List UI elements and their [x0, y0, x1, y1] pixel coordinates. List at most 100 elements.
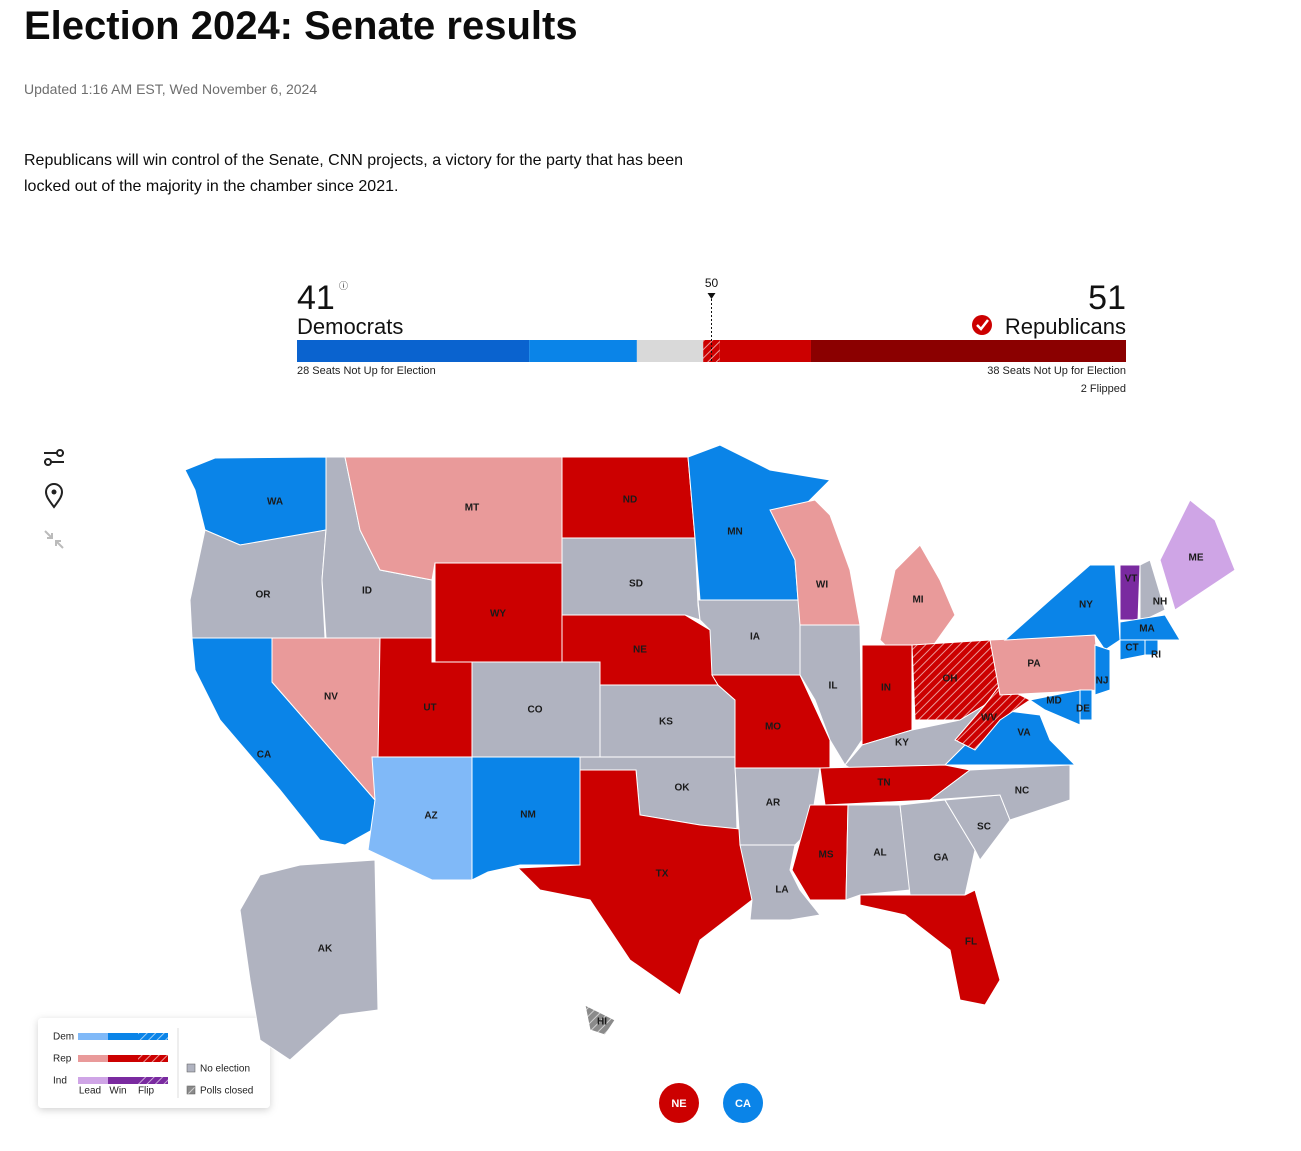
- legend-swatch: [186, 1063, 196, 1073]
- legend: Dem Rep Ind Lead Win Flip No election Polls clo…: [38, 1018, 270, 1108]
- legend-swatch: [108, 1033, 138, 1040]
- state[interactable]: [845, 804, 911, 901]
- state-label: UT: [423, 703, 436, 714]
- district-bubble[interactable]: [723, 1083, 763, 1123]
- page-title: Election 2024: Senate results: [24, 4, 578, 48]
- state[interactable]: [584, 1004, 616, 1036]
- state-label: MO: [765, 722, 781, 733]
- us-map: [184, 444, 1236, 1061]
- seat-segment: [529, 340, 637, 362]
- state-label: OH: [943, 674, 958, 685]
- state[interactable]: [516, 769, 753, 996]
- state[interactable]: [799, 624, 863, 766]
- state[interactable]: [1119, 614, 1181, 641]
- state-label: AK: [318, 944, 333, 955]
- state-label: IL: [829, 681, 838, 692]
- legend-swatch: [186, 1085, 196, 1095]
- state-label: SD: [629, 579, 643, 590]
- state[interactable]: [791, 804, 849, 901]
- state-label: CT: [1125, 643, 1138, 654]
- legend-swatch: [78, 1033, 108, 1040]
- state[interactable]: [1094, 644, 1111, 696]
- state-label: IN: [881, 683, 891, 694]
- state-label: ID: [362, 586, 372, 597]
- state[interactable]: [1139, 559, 1166, 623]
- info-icon: ⓘ: [339, 281, 348, 291]
- state[interactable]: [1159, 499, 1236, 611]
- dem-label: Democrats: [297, 314, 403, 339]
- state-label: CA: [257, 750, 271, 761]
- legend-swatch: [78, 1077, 108, 1084]
- state-label: NC: [1015, 786, 1029, 797]
- updated-time: Updated 1:16 AM EST, Wed November 6, 202…: [24, 81, 318, 97]
- state-label: MN: [727, 527, 743, 538]
- state-label: GA: [934, 853, 949, 864]
- legend-swatch: [138, 1033, 168, 1040]
- state-label: WI: [816, 580, 828, 591]
- legend-swatch: [78, 1055, 108, 1062]
- state[interactable]: [239, 859, 379, 1061]
- state-label: MD: [1046, 696, 1062, 707]
- legend-box: [38, 1018, 270, 1108]
- legend-row-label: Dem: [53, 1032, 74, 1043]
- rep-note: 38 Seats Not Up for Election: [987, 365, 1126, 377]
- legend-label: Polls closed: [200, 1086, 253, 1097]
- state-label: MA: [1139, 624, 1155, 635]
- state-label: WA: [267, 497, 283, 508]
- location-button[interactable]: [44, 483, 64, 509]
- state[interactable]: [899, 799, 976, 896]
- legend-swatch: [108, 1077, 138, 1084]
- state-label: WV: [981, 713, 997, 724]
- state-label: VA: [1017, 728, 1030, 739]
- state[interactable]: [861, 644, 913, 746]
- state[interactable]: [1144, 639, 1159, 656]
- map-controls: [44, 449, 64, 549]
- winner-check-mark: [976, 319, 989, 331]
- majority-label: 50: [705, 276, 719, 290]
- majority-arrow: [707, 293, 716, 299]
- state-label: VT: [1125, 574, 1138, 585]
- legend-col-label: Flip: [138, 1086, 155, 1097]
- seat-segment: [297, 340, 530, 362]
- dem-note: 28 Seats Not Up for Election: [297, 365, 436, 377]
- dem-count: 41: [297, 279, 335, 317]
- legend-col-label: Win: [109, 1086, 126, 1097]
- district-bubble[interactable]: [659, 1083, 699, 1123]
- state[interactable]: [739, 844, 821, 921]
- bubble-label: CA: [735, 1098, 751, 1110]
- state-label: NH: [1153, 597, 1167, 608]
- rep-label: Republicans: [1005, 314, 1126, 339]
- legend-row-label: Rep: [53, 1054, 72, 1065]
- state-label: NE: [633, 645, 647, 656]
- state[interactable]: [989, 634, 1101, 696]
- state[interactable]: [344, 456, 563, 581]
- state-labels: WA OR CA NV ID MT WY UT CO AZ NM ND SD NE KS OK TX MN IA MO…: [256, 495, 1204, 1028]
- rep-count: 51: [1088, 279, 1126, 317]
- filter-button[interactable]: [44, 449, 64, 466]
- state-label: TN: [877, 778, 890, 789]
- seat-segment: [636, 340, 704, 362]
- legend-label: No election: [200, 1064, 250, 1075]
- state-label: KS: [659, 717, 673, 728]
- seat-segment: [719, 340, 811, 362]
- state-label: AL: [873, 848, 886, 859]
- reset-zoom-button[interactable]: [44, 530, 64, 549]
- state-label: ND: [623, 495, 637, 506]
- state-label: MT: [465, 503, 479, 514]
- state-label: FL: [965, 937, 977, 948]
- state[interactable]: [1003, 564, 1121, 651]
- flipped-note: 2 Flipped: [1081, 383, 1126, 395]
- bubble-label: NE: [671, 1098, 686, 1110]
- state-label: MI: [912, 595, 923, 606]
- state[interactable]: [859, 889, 1001, 1006]
- state-label: RI: [1151, 650, 1161, 661]
- legend-swatch: [138, 1055, 168, 1062]
- state[interactable]: [367, 756, 473, 881]
- state[interactable]: [189, 529, 327, 639]
- state-label: SC: [977, 822, 991, 833]
- state[interactable]: [1028, 689, 1081, 726]
- state[interactable]: [928, 764, 1071, 821]
- state-label: MS: [819, 850, 834, 861]
